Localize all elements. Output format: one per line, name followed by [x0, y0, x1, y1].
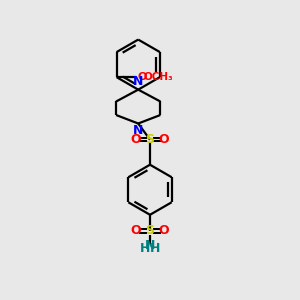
- Text: S: S: [146, 224, 154, 238]
- Text: H: H: [140, 242, 150, 255]
- Text: O: O: [137, 72, 146, 82]
- Text: N: N: [133, 76, 143, 88]
- Text: O: O: [159, 133, 170, 146]
- Text: S: S: [146, 133, 154, 146]
- Text: N: N: [145, 239, 155, 252]
- Text: N: N: [133, 124, 143, 137]
- Text: OCH₃: OCH₃: [144, 72, 173, 82]
- Text: O: O: [130, 224, 141, 238]
- Text: H: H: [150, 242, 160, 255]
- Text: O: O: [159, 224, 170, 238]
- Text: O: O: [130, 133, 141, 146]
